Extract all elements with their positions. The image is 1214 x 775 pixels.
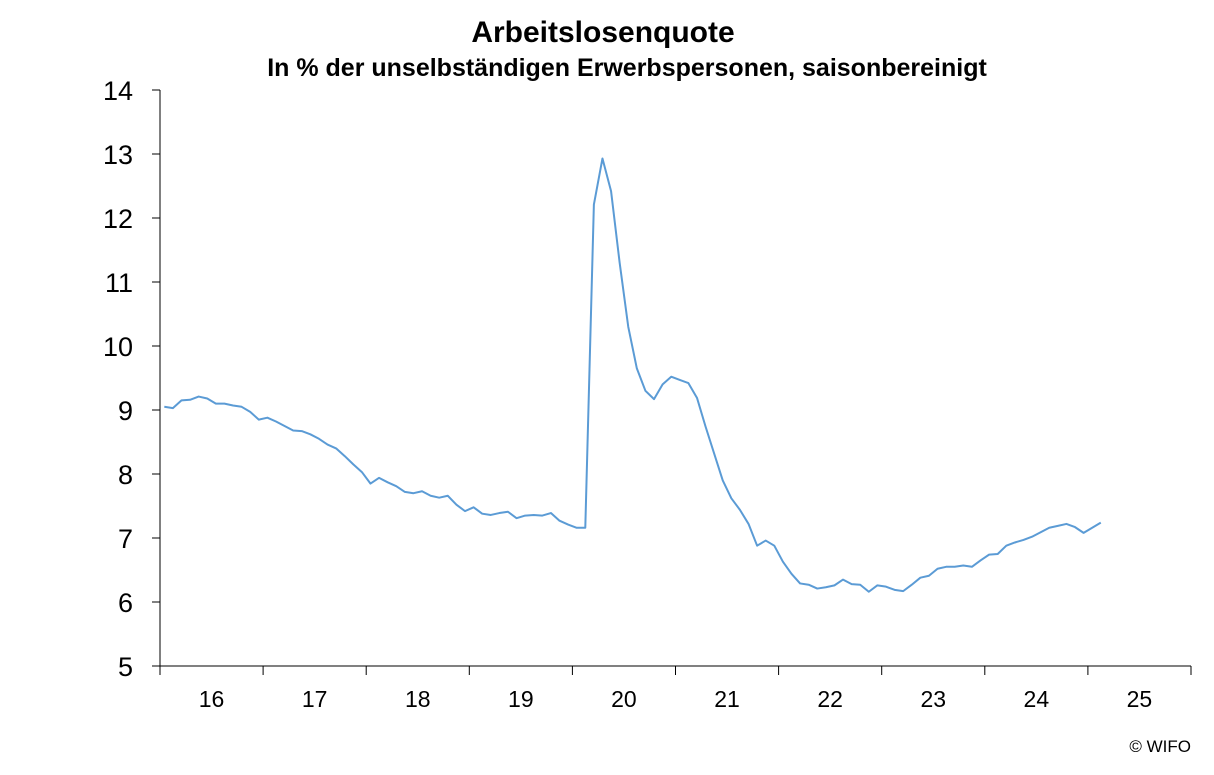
x-tick-label: 25	[1127, 686, 1153, 712]
x-tick-label: 19	[508, 686, 534, 712]
y-tick-label: 14	[103, 76, 133, 106]
x-tick-label: 22	[817, 686, 843, 712]
x-tick-label: 18	[405, 686, 431, 712]
y-tick-label: 12	[103, 204, 133, 234]
y-tick-label: 10	[103, 332, 133, 362]
chart-title: Arbeitslosenquote	[471, 16, 734, 49]
x-tick-label: 20	[611, 686, 637, 712]
x-tick-label: 24	[1024, 686, 1050, 712]
y-tick-label: 8	[118, 460, 133, 490]
x-axis: 16 17 18 19 20 21 22 23 24 25	[159, 665, 1192, 712]
x-tick-label: 23	[920, 686, 946, 712]
x-tick-label: 21	[714, 686, 740, 712]
y-tick-label: 7	[118, 524, 133, 554]
series-line	[164, 157, 1102, 593]
chart-subtitle: In % der unselbständigen Erwerbspersonen…	[267, 54, 987, 82]
y-tick-label: 6	[118, 588, 133, 618]
y-tick-label: 13	[103, 140, 133, 170]
credit-label: © WIFO	[1129, 737, 1191, 756]
x-tick-label: 16	[199, 686, 225, 712]
x-tick-label: 17	[302, 686, 328, 712]
y-axis: 5 6 7 8 9 10 11 12 13 14	[103, 76, 161, 682]
y-tick-label: 11	[105, 268, 133, 298]
y-tick-label: 9	[118, 396, 133, 426]
series-layer	[164, 157, 1102, 593]
y-tick-label: 5	[118, 652, 133, 682]
